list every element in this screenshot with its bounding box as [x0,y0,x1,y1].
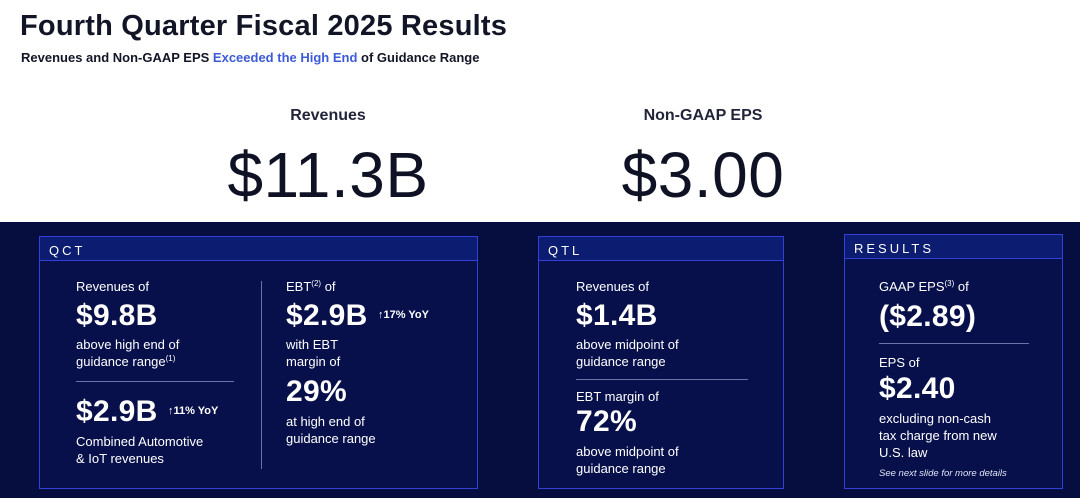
qtl-margin-desc-2: guidance range [576,461,666,476]
qct-ebt-desc-1: with EBT [286,337,339,352]
qct-margin-desc-1: at high end of [286,414,365,429]
qct-ebt-desc-2: margin of [286,354,341,369]
qct-vertical-divider [261,281,262,469]
qct-margin-value: 29% [286,375,347,408]
results-divider [879,343,1029,344]
qct-auto-desc-1: Combined Automotive [76,434,204,449]
qct-revenues-value: $9.8B [76,299,158,332]
revenues-label: Revenues [290,107,366,124]
qtl-revenues-label: Revenues of [576,279,649,294]
qct-revenues-desc-1: above high end of [76,337,180,352]
qct-margin-desc-2: guidance range [286,431,376,446]
page-title: Fourth Quarter Fiscal 2025 Results [20,10,508,42]
qct-auto-desc-2: & IoT revenues [76,451,164,466]
non-gaap-eps-value: $3.00 [621,139,785,211]
footnote-2: (2) [311,279,322,288]
eps-desc-1: excluding non-cash [879,411,992,426]
qtl-revenues-desc-1: above midpoint of [576,337,679,352]
qct-left-divider [76,381,234,382]
qtl-divider [576,379,748,380]
qct-revenues-label: Revenues of [76,279,149,294]
results-note: See next slide for more details [879,468,1007,479]
footnote-3: (3) [944,279,955,288]
gaap-eps-label: GAAP EPS(3) of [879,278,969,297]
qct-ebt-label-text: EBT [286,279,312,294]
qct-ebt-yoy: ↑17% YoY [378,309,429,321]
subtitle-highlight: Exceeded the High End [212,50,358,65]
subtitle-text-post: of Guidance Range [357,50,480,65]
qct-auto-value: $2.9B [76,395,158,428]
footnote-1: (1) [165,354,176,363]
qtl-margin-value: 72% [576,405,637,438]
qct-auto-yoy: ↑11% YoY [168,405,219,417]
qct-panel: QCT Revenues of $9.8B above high end of … [39,236,478,489]
subtitle-text-pre: Revenues and Non-GAAP EPS [21,50,213,65]
eps-desc-2: tax charge from new [879,428,997,443]
eps-desc-3: U.S. law [879,445,928,460]
eps-value: $2.40 [879,372,956,405]
non-gaap-eps-label: Non-GAAP EPS [643,107,763,124]
eps-label: EPS of [879,355,920,370]
revenues-value: $11.3B [227,139,429,211]
qct-heading: QCT [40,237,477,261]
qtl-margin-label: EBT margin of [576,389,659,404]
qct-revenues-desc-2-text: guidance range [76,354,166,369]
qtl-revenues-desc-2: guidance range [576,354,666,369]
page-subtitle: Revenues and Non-GAAP EPS Exceeded the H… [21,50,479,65]
qtl-revenues-value: $1.4B [576,299,658,332]
qct-ebt-label-post: of [321,279,336,294]
gaap-eps-value: ($2.89) [879,300,977,333]
qtl-panel: QTL Revenues of $1.4B above midpoint of … [538,236,784,489]
qct-revenues-desc-2: guidance range(1) [76,353,175,372]
qtl-margin-desc-1: above midpoint of [576,444,679,459]
gaap-eps-label-text: GAAP EPS [879,279,945,294]
results-panel: RESULTS GAAP EPS(3) of ($2.89) EPS of $2… [844,234,1063,489]
results-heading: RESULTS [845,235,1062,259]
qct-ebt-label: EBT(2) of [286,278,336,297]
qtl-heading: QTL [539,237,783,261]
gaap-eps-label-post: of [954,279,969,294]
qct-ebt-value: $2.9B [286,299,368,332]
